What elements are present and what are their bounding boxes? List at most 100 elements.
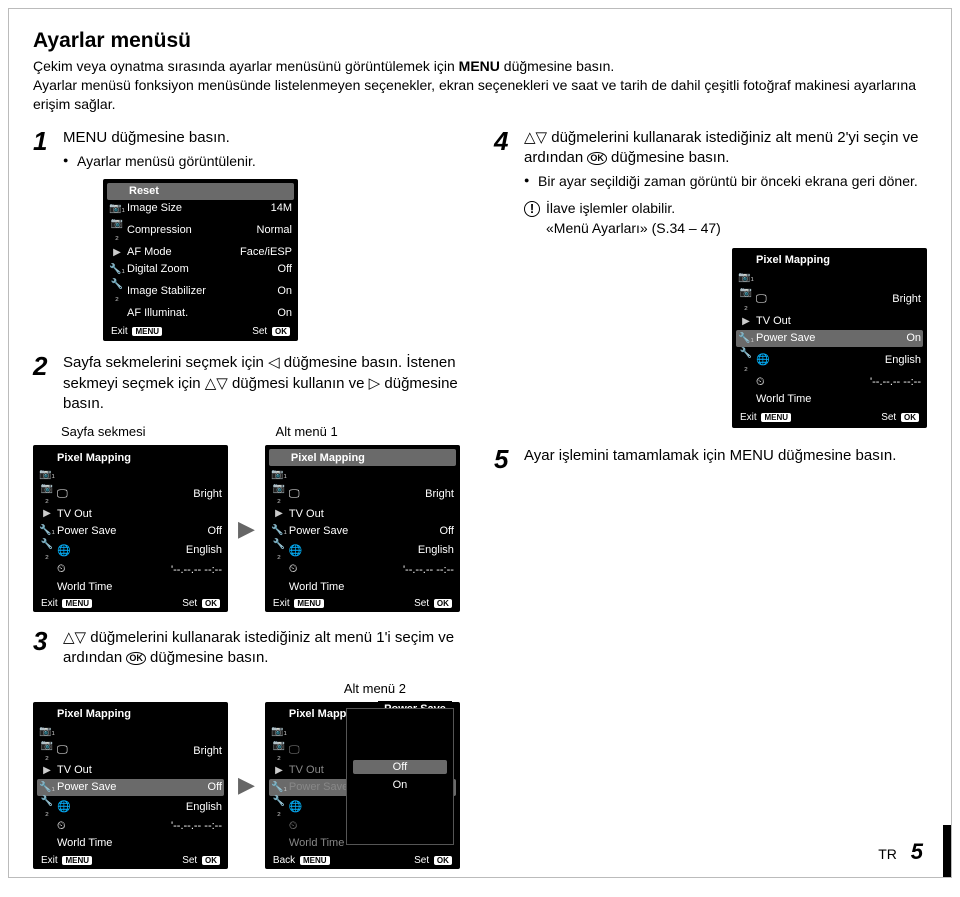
step-3: 3 △▽ düğmelerini kullanarak istediğiniz …	[33, 628, 466, 669]
row-label: 🌐	[754, 353, 863, 368]
set-label: Set OK	[252, 325, 290, 339]
row-label: AF Illuminat.	[125, 306, 234, 321]
overlay-option[interactable]: On	[353, 778, 447, 792]
step1-kw: MENU	[63, 129, 107, 146]
menu-row: ▶TV Out	[267, 505, 458, 522]
tab-icon: ▶	[39, 765, 55, 776]
ok-icon: OK	[587, 152, 607, 165]
label-alt2: Alt menü 2	[33, 681, 466, 696]
overlay-option[interactable]: Off	[353, 760, 447, 774]
row-value: 14M	[234, 201, 292, 216]
intro-para-2: Ayarlar menüsü fonksiyon menüsünde liste…	[33, 76, 927, 114]
intro-text: Çekim veya oynatma sırasında ayarlar men…	[33, 58, 459, 74]
row-label: World Time	[287, 581, 396, 593]
row-value: '--.--.-- --:--	[396, 564, 454, 576]
tab-icon: 📷₁	[271, 726, 287, 737]
menu-row: ▶TV Out	[35, 762, 226, 779]
step-number: 3	[33, 628, 55, 654]
left-column: 1 MENU düğmesine basın. Ayarlar menüsü g…	[33, 128, 466, 869]
footer-tab-marker	[943, 825, 951, 877]
menu-row: ⏲'--.--.-- --:--	[35, 818, 226, 835]
row-value: Off	[164, 525, 222, 537]
row-value: Bright	[863, 292, 921, 307]
tab-icon: 🔧₂	[271, 796, 287, 818]
menu-row: 🔧₂🌐English	[35, 796, 226, 818]
overlay-panel: Off On	[346, 708, 454, 845]
arrow-right-icon: ▶	[238, 772, 255, 798]
step4-bullet: Bir ayar seçildiği zaman görüntü bir önc…	[524, 172, 927, 191]
menu-row: 🔧₁Power SaveOff	[267, 522, 458, 539]
row-value: Bright	[164, 488, 222, 500]
row-label: Image Size	[125, 201, 234, 216]
step4-warn2: «Menü Ayarları» (S.34 – 47)	[546, 219, 927, 238]
tab-icon: 🔧₁	[271, 782, 287, 793]
menu-row: 📷₁	[35, 466, 226, 483]
tab-icon: 🔧₁	[738, 332, 754, 346]
row-label: AF Mode	[125, 245, 234, 260]
row-value: '--.--.-- --:--	[164, 564, 222, 576]
row-label: 🖵	[55, 488, 164, 501]
ok-pill: OK	[272, 327, 290, 336]
step1-bullet: Ayarlar menüsü görüntülenir.	[63, 152, 466, 171]
right-column: 4 △▽ düğmelerini kullanarak istediğiniz …	[494, 128, 927, 869]
row-value: English	[396, 544, 454, 556]
step1-text: düğmesine basın.	[107, 129, 230, 146]
warning-icon: !	[524, 201, 540, 217]
step-number: 4	[494, 128, 516, 154]
tab-icon: ▶	[738, 315, 754, 329]
tab-icon: ▶	[109, 246, 125, 260]
menu-row: 📷₂🖵Bright	[267, 483, 458, 505]
tab-icon: 🔧₂	[39, 796, 55, 818]
menu-title-row: Pixel Mapping	[35, 706, 226, 723]
label-alt1: Alt menü 1	[276, 424, 338, 439]
step2-text: Sayfa sekmelerini seçmek için ◁ düğmesin…	[63, 353, 466, 414]
row-label: 🖵	[287, 488, 396, 501]
exit-label: Exit MENU	[111, 325, 162, 339]
tab-icon: 📷₂	[39, 483, 55, 505]
menu-row: ▶TV Out	[35, 505, 226, 522]
menu-row: World Time	[734, 391, 925, 408]
menu-footer: Back MENUSet OK	[267, 852, 458, 867]
row-label: Power Save	[754, 331, 863, 346]
row-label: Digital Zoom	[125, 262, 234, 277]
step-1: 1 MENU düğmesine basın. Ayarlar menüsü g…	[33, 128, 466, 342]
tab-icon: 🔧₁	[39, 525, 55, 536]
tab-icon: 🔧₁	[109, 263, 125, 277]
row-value: Off	[164, 781, 222, 793]
menu-row: 🔧₁Power SaveOn	[736, 330, 923, 347]
menu-pixel-hl: Pixel Mapping📷₁📷₂🖵Bright▶TV Out🔧₁Power S…	[33, 702, 228, 869]
row-label: TV Out	[55, 764, 164, 776]
row-value: '--.--.-- --:--	[164, 820, 222, 832]
row-value: Face/iESP	[234, 245, 292, 260]
row-value: '--.--.-- --:--	[863, 375, 921, 390]
row-label: Power Save	[287, 525, 396, 537]
menu-reset: Reset 📷₁Image Size14M 📷₂CompressionNorma…	[103, 179, 298, 342]
menu-pill: MENU	[132, 327, 162, 336]
row-label: TV Out	[55, 508, 164, 520]
menu-pixel-left: Pixel Mapping📷₁📷₂🖵Bright▶TV Out🔧₁Power S…	[33, 445, 228, 612]
footer-page-num: 5	[911, 839, 923, 864]
menu-row: World Time	[35, 835, 226, 852]
row-label: 🖵	[754, 292, 863, 307]
step-2: 2 Sayfa sekmelerini seçmek için ◁ düğmes…	[33, 353, 466, 414]
row-label: 🌐	[55, 544, 164, 557]
row-label: 🖵	[55, 744, 164, 757]
step-5: 5 Ayar işlemini tamamlamak için MENU düğ…	[494, 446, 927, 472]
intro-menu-kw: MENU	[459, 58, 500, 74]
page-footer: TR 5	[878, 839, 923, 865]
tab-icon: 📷₁	[271, 469, 287, 480]
row-label: Power Save	[55, 525, 164, 537]
step-4: 4 △▽ düğmelerini kullanarak istediğiniz …	[494, 128, 927, 428]
tab-icon: 🔧₁	[271, 525, 287, 536]
tab-icon: 🔧₂	[109, 278, 125, 305]
menu-footer: Exit MENUSet OK	[35, 595, 226, 610]
step-number: 1	[33, 128, 55, 154]
menu-row: ▶TV Out	[734, 313, 925, 330]
tab-icon: 🔧₂	[271, 539, 287, 561]
menu-row: 🔧₁Power SaveOff	[37, 779, 224, 796]
step-number: 2	[33, 353, 55, 379]
tab-icon: 📷₂	[39, 740, 55, 762]
row-label: TV Out	[754, 314, 863, 329]
step3-text-b: düğmesine basın.	[146, 649, 269, 666]
intro-text-b: düğmesine basın.	[500, 58, 614, 74]
